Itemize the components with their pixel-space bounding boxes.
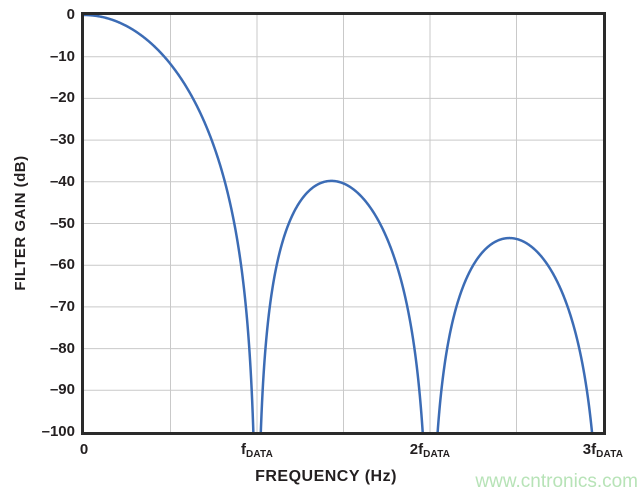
x-tick-label: fDATA [197, 441, 317, 464]
y-tick-label: –100 [41, 423, 75, 440]
curve-svg [84, 15, 603, 432]
y-tick-label: –70 [49, 297, 75, 315]
x-tick-label: 3fDATA [543, 441, 640, 464]
x-tick-label: 0 [24, 441, 144, 459]
x-tick-subscript: DATA [596, 449, 624, 460]
y-tick-label: –20 [49, 89, 75, 107]
plot-area [81, 12, 606, 435]
x-tick-label: 2fDATA [370, 441, 490, 464]
x-tick-main: f [240, 441, 246, 458]
x-tick-subscript: DATA [423, 449, 451, 460]
watermark: www.cntronics.com [475, 471, 638, 492]
y-tick-label: –10 [49, 47, 75, 65]
y-tick-label: –90 [49, 381, 75, 399]
y-tick-label: –40 [49, 172, 75, 190]
x-tick-subscript: DATA [245, 449, 274, 460]
y-tick-label: –30 [49, 131, 75, 149]
y-tick-label: –80 [49, 339, 75, 357]
x-axis-title: FREQUENCY (Hz) [255, 468, 397, 485]
y-tick-label: –60 [49, 256, 75, 274]
x-tick-main: 2f [409, 441, 424, 458]
x-tick-main: 3f [582, 441, 597, 458]
y-tick-label: 0 [66, 6, 75, 23]
y-tick-label: –50 [49, 214, 75, 232]
x-tick-main: 0 [79, 441, 89, 458]
filter-response-curve [84, 15, 594, 432]
